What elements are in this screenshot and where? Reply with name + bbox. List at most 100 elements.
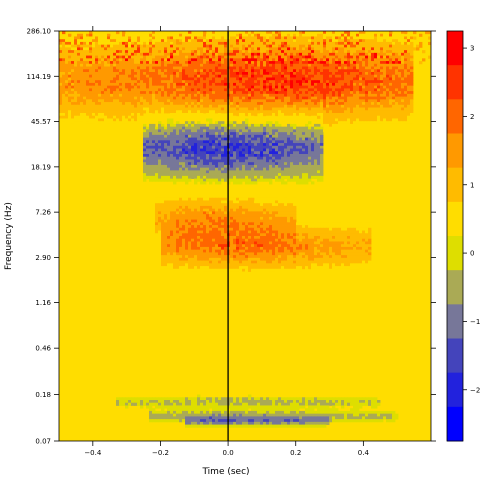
heatmap-cell — [71, 50, 75, 54]
heatmap-cell — [89, 33, 93, 37]
heatmap-cell — [311, 167, 315, 171]
heatmap-cell — [320, 52, 324, 56]
heatmap-cell — [110, 36, 114, 40]
heatmap-cell — [155, 44, 159, 48]
heatmap-cell — [158, 137, 162, 141]
heatmap-cell — [398, 41, 402, 46]
heatmap-cell — [68, 52, 72, 56]
heatmap-cell — [314, 156, 318, 160]
heatmap-cell — [317, 33, 321, 37]
heatmap-cell — [257, 156, 261, 160]
heatmap-cell — [269, 44, 273, 48]
heatmap-cell — [236, 143, 240, 147]
heatmap-cell — [383, 41, 387, 46]
heatmap-cell — [371, 39, 375, 43]
heatmap-cell — [173, 47, 177, 51]
heatmap-cell — [98, 85, 102, 89]
heatmap-cell — [239, 50, 243, 54]
heatmap-cell — [206, 137, 210, 141]
heatmap-cell — [341, 36, 345, 40]
heatmap-cell — [410, 63, 414, 67]
heatmap-cell — [155, 132, 159, 136]
heatmap-cell — [191, 123, 195, 128]
heatmap-cell — [350, 96, 354, 100]
heatmap-cell — [323, 47, 327, 51]
heatmap-cell — [254, 80, 258, 84]
heatmap-cell — [359, 88, 363, 92]
heatmap-cell — [317, 132, 321, 136]
heatmap-cell — [221, 126, 225, 130]
heatmap-cell — [137, 88, 141, 92]
heatmap-cell — [176, 134, 180, 138]
heatmap-cell — [86, 77, 90, 81]
heatmap-cell — [167, 107, 171, 111]
heatmap-cell — [203, 74, 207, 78]
heatmap-cell — [173, 80, 177, 84]
heatmap-cell — [290, 104, 294, 108]
heatmap-cell — [161, 143, 165, 147]
heatmap-cell — [167, 91, 171, 95]
heatmap-cell — [242, 137, 246, 141]
heatmap-cell — [89, 121, 93, 125]
heatmap-cell — [260, 72, 264, 76]
heatmap-cell — [206, 107, 210, 111]
heatmap-cell — [263, 167, 267, 171]
heatmap-cell — [206, 102, 210, 106]
heatmap-cell — [230, 173, 234, 177]
heatmap-cell — [194, 99, 198, 103]
heatmap-cell — [206, 85, 210, 89]
heatmap-cell — [191, 145, 195, 149]
heatmap-cell — [272, 126, 276, 130]
heatmap-cell — [98, 102, 102, 106]
heatmap-cell — [305, 58, 309, 62]
heatmap-cell — [80, 99, 84, 103]
heatmap-cell — [386, 69, 390, 73]
heatmap-cell — [314, 143, 318, 147]
heatmap-cell — [173, 115, 177, 119]
heatmap-cell — [269, 102, 273, 106]
heatmap-cell — [302, 164, 306, 169]
heatmap-cell — [314, 69, 318, 73]
heatmap-cell — [65, 69, 69, 73]
heatmap-cell — [101, 58, 105, 62]
heatmap-cell — [200, 99, 204, 103]
heatmap-cell — [191, 156, 195, 160]
heatmap-cell — [296, 145, 300, 149]
heatmap-cell — [170, 167, 174, 171]
heatmap-cell — [185, 126, 189, 130]
heatmap-cell — [410, 72, 414, 76]
heatmap-cell — [200, 80, 204, 84]
heatmap-cell — [152, 145, 156, 149]
heatmap-cell — [302, 156, 306, 160]
heatmap-cell — [398, 44, 402, 48]
heatmap-cell — [200, 55, 204, 59]
heatmap-cell — [173, 173, 177, 177]
heatmap-cell — [86, 61, 90, 65]
heatmap-cell — [203, 88, 207, 92]
heatmap-cell — [167, 123, 171, 128]
heatmap-cell — [164, 170, 168, 174]
heatmap-cell — [344, 74, 348, 78]
heatmap-cell — [83, 77, 87, 81]
heatmap-cell — [116, 50, 120, 54]
heatmap-cell — [101, 85, 105, 89]
heatmap-cell — [149, 47, 153, 51]
heatmap-cell — [386, 66, 390, 70]
heatmap-cell — [224, 41, 228, 46]
heatmap-cell — [83, 69, 87, 73]
heatmap-cell — [176, 44, 180, 48]
heatmap-cell — [206, 143, 210, 147]
heatmap-cell — [260, 44, 264, 48]
heatmap-cell — [245, 58, 249, 62]
heatmap-cell — [299, 170, 303, 174]
heatmap-cell — [74, 80, 78, 84]
heatmap-cell — [155, 50, 159, 54]
heatmap-cell — [254, 159, 258, 163]
heatmap-cell — [302, 137, 306, 141]
heatmap-cell — [371, 50, 375, 54]
heatmap-cell — [158, 63, 162, 67]
heatmap-cell — [320, 156, 324, 160]
heatmap-cell — [269, 151, 273, 155]
heatmap-cell — [398, 102, 402, 106]
heatmap-cell — [215, 126, 219, 130]
